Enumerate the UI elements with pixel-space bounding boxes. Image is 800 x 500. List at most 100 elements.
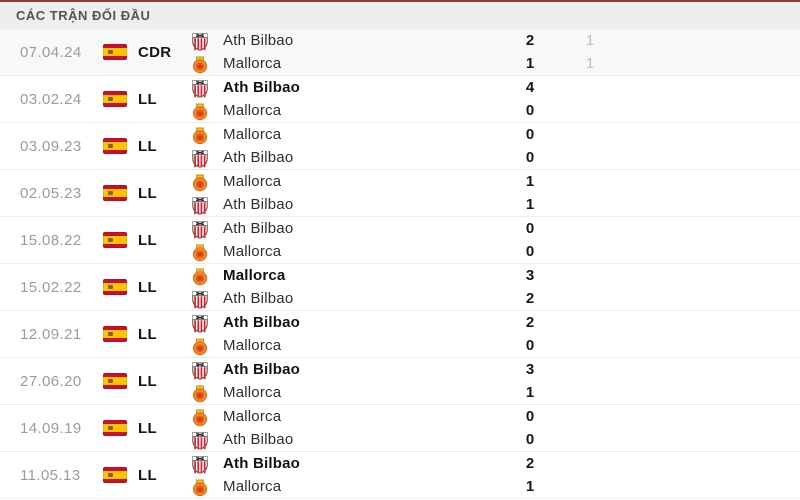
match-row[interactable]: 03.02.24 LL Ath Bilbao 4 bbox=[0, 76, 800, 123]
match-row[interactable]: 11.05.13 LL Ath Bilbao 2 bbox=[0, 452, 800, 499]
team-line: Ath Bilbao 2 bbox=[190, 287, 800, 310]
flag-emblem bbox=[108, 473, 113, 477]
mallorca-crest-icon bbox=[190, 54, 210, 74]
team-line: Mallorca 0 bbox=[190, 240, 800, 263]
flag-emblem bbox=[108, 379, 113, 383]
match-row[interactable]: 15.08.22 LL Ath Bilbao 0 bbox=[0, 217, 800, 264]
match-list: 07.04.24 CDR Ath Bilbao 2 1 bbox=[0, 29, 800, 499]
spain-flag-icon bbox=[103, 326, 127, 342]
competition-label: LL bbox=[138, 184, 157, 202]
match-row[interactable]: 03.09.23 LL Mallorca 0 bbox=[0, 123, 800, 170]
team-name: Mallorca bbox=[223, 267, 286, 284]
spain-flag-icon bbox=[103, 467, 127, 483]
match-date: 07.04.24 bbox=[20, 43, 82, 61]
competition-cell: LL bbox=[103, 467, 190, 484]
full-time-score: 1 bbox=[525, 196, 535, 213]
mallorca-crest-icon bbox=[190, 242, 210, 262]
team-name: Mallorca bbox=[223, 126, 282, 143]
competition-label: CDR bbox=[138, 43, 172, 61]
spain-flag-icon bbox=[103, 91, 127, 107]
spain-flag-icon bbox=[103, 373, 127, 389]
competition-label: LL bbox=[138, 137, 157, 155]
team-line: Ath Bilbao 2 1 bbox=[190, 29, 800, 52]
flag-emblem bbox=[108, 97, 113, 101]
full-time-score: 1 bbox=[525, 55, 535, 72]
team-line: Mallorca 1 1 bbox=[190, 52, 800, 75]
team-name: Ath Bilbao bbox=[223, 220, 294, 237]
flag-emblem bbox=[108, 191, 113, 195]
ath-bilbao-crest-icon bbox=[190, 454, 210, 474]
team-line: Ath Bilbao 0 bbox=[190, 428, 800, 451]
match-date: 15.02.22 bbox=[20, 278, 82, 296]
team-name: Mallorca bbox=[223, 243, 282, 260]
match-row[interactable]: 12.09.21 LL Ath Bilbao 2 bbox=[0, 311, 800, 358]
team-line: Mallorca 1 bbox=[190, 170, 800, 193]
teams-cell: Ath Bilbao 0 Mallorca 0 bbox=[190, 217, 800, 263]
ath-bilbao-crest-icon bbox=[190, 289, 210, 309]
ath-bilbao-crest-icon bbox=[190, 195, 210, 215]
match-row[interactable]: 02.05.23 LL Mallorca 1 bbox=[0, 170, 800, 217]
match-row[interactable]: 07.04.24 CDR Ath Bilbao 2 1 bbox=[0, 29, 800, 76]
team-name: Ath Bilbao bbox=[223, 314, 300, 331]
team-line: Mallorca 3 bbox=[190, 264, 800, 287]
mallorca-crest-icon bbox=[190, 266, 210, 286]
team-name: Ath Bilbao bbox=[223, 455, 300, 472]
ath-bilbao-crest-icon bbox=[190, 31, 210, 51]
team-name: Ath Bilbao bbox=[223, 79, 300, 96]
match-row[interactable]: 27.06.20 LL Ath Bilbao 3 bbox=[0, 358, 800, 405]
team-name: Mallorca bbox=[223, 102, 282, 119]
spain-flag-icon bbox=[103, 420, 127, 436]
teams-cell: Ath Bilbao 3 Mallorca 1 bbox=[190, 358, 800, 404]
competition-cell: LL bbox=[103, 138, 190, 155]
full-time-score: 2 bbox=[525, 290, 535, 307]
team-name: Ath Bilbao bbox=[223, 32, 294, 49]
match-date: 15.08.22 bbox=[20, 231, 82, 249]
team-name: Ath Bilbao bbox=[223, 196, 294, 213]
competition-label: LL bbox=[138, 231, 157, 249]
full-time-score: 0 bbox=[525, 243, 535, 260]
teams-cell: Ath Bilbao 2 Mallorca 1 bbox=[190, 452, 800, 498]
match-date: 02.05.23 bbox=[20, 184, 82, 202]
competition-label: LL bbox=[138, 278, 157, 296]
team-name: Ath Bilbao bbox=[223, 290, 294, 307]
teams-cell: Ath Bilbao 2 1 Mallorca 1 1 bbox=[190, 29, 800, 75]
competition-label: LL bbox=[138, 419, 157, 437]
flag-emblem bbox=[108, 238, 113, 242]
full-time-score: 2 bbox=[525, 455, 535, 472]
full-time-score: 0 bbox=[525, 431, 535, 448]
team-line: Mallorca 0 bbox=[190, 123, 800, 146]
flag-emblem bbox=[108, 332, 113, 336]
match-row[interactable]: 14.09.19 LL Mallorca 0 bbox=[0, 405, 800, 452]
full-time-score: 2 bbox=[525, 32, 535, 49]
full-time-score: 1 bbox=[525, 384, 535, 401]
teams-cell: Mallorca 0 Ath Bilbao 0 bbox=[190, 123, 800, 169]
spain-flag-icon bbox=[103, 44, 127, 60]
mallorca-crest-icon bbox=[190, 125, 210, 145]
spain-flag-icon bbox=[103, 138, 127, 154]
team-line: Mallorca 0 bbox=[190, 334, 800, 357]
team-name: Ath Bilbao bbox=[223, 149, 294, 166]
team-name: Mallorca bbox=[223, 384, 282, 401]
teams-cell: Mallorca 3 Ath Bilbao 2 bbox=[190, 264, 800, 310]
team-name: Mallorca bbox=[223, 173, 282, 190]
mallorca-crest-icon bbox=[190, 336, 210, 356]
competition-cell: LL bbox=[103, 185, 190, 202]
spain-flag-icon bbox=[103, 232, 127, 248]
match-row[interactable]: 15.02.22 LL Mallorca 3 bbox=[0, 264, 800, 311]
competition-label: LL bbox=[138, 466, 157, 484]
match-date: 03.09.23 bbox=[20, 137, 82, 155]
team-name: Mallorca bbox=[223, 478, 282, 495]
widget-header: CÁC TRẬN ĐỐI ĐẦU bbox=[0, 2, 800, 29]
match-date: 03.02.24 bbox=[20, 90, 82, 108]
competition-label: LL bbox=[138, 325, 157, 343]
competition-cell: LL bbox=[103, 420, 190, 437]
team-line: Ath Bilbao 4 bbox=[190, 76, 800, 99]
full-time-score: 0 bbox=[525, 408, 535, 425]
teams-cell: Mallorca 0 Ath Bilbao 0 bbox=[190, 405, 800, 451]
team-line: Mallorca 1 bbox=[190, 475, 800, 498]
full-time-score: 0 bbox=[525, 102, 535, 119]
competition-cell: LL bbox=[103, 373, 190, 390]
team-line: Ath Bilbao 0 bbox=[190, 217, 800, 240]
teams-cell: Ath Bilbao 2 Mallorca 0 bbox=[190, 311, 800, 357]
